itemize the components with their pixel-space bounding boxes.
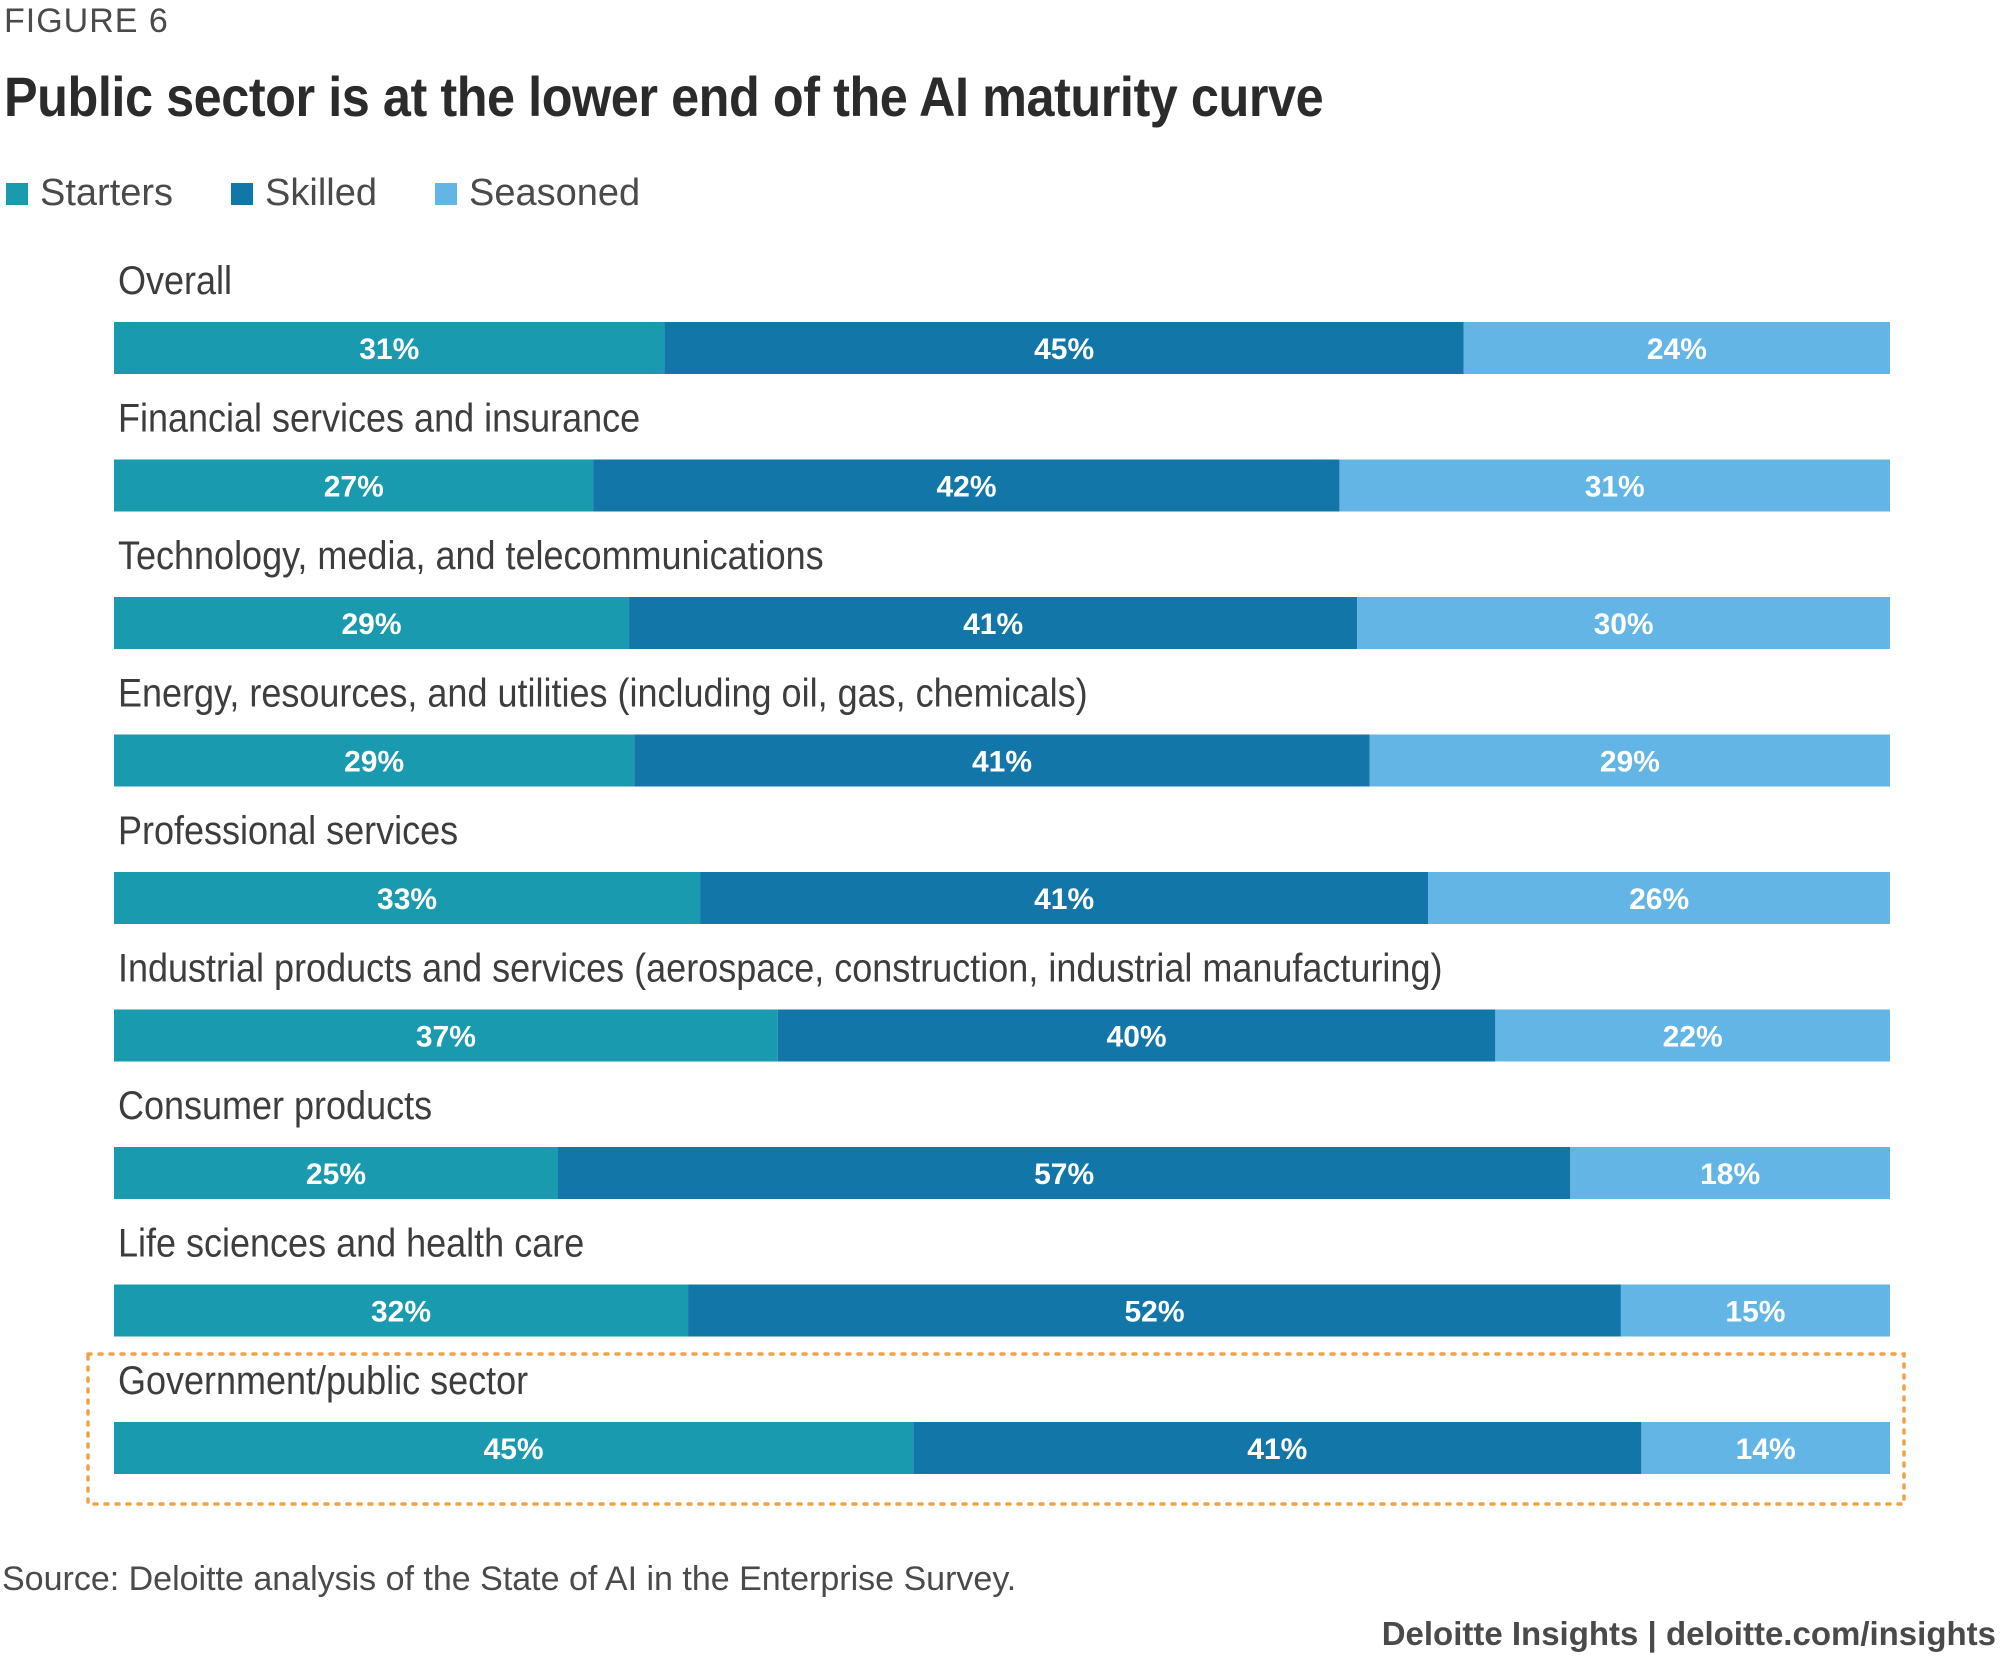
bar-segment-seasoned: [1495, 1009, 1890, 1062]
bar-segment-starters: [114, 459, 594, 512]
legend: Starters Skilled Seasoned: [6, 172, 698, 215]
bar-row-professional-services: Professional services 33% 41% 26%: [114, 809, 1890, 924]
bar-segment-starters: [114, 597, 630, 649]
data-label-skilled: 42%: [936, 471, 996, 504]
bar-segment-starters: [114, 1284, 689, 1337]
bar-segment-starters: [114, 1422, 914, 1474]
data-label-skilled: 41%: [1034, 883, 1094, 916]
legend-swatch-skilled: [231, 182, 254, 205]
bar-segment-seasoned: [1641, 1422, 1890, 1474]
bar-segment-seasoned: [1357, 597, 1890, 649]
legend-label-skilled: Skilled: [265, 172, 377, 214]
bar-row-technology-media-and-telecommunications: Technology, media, and telecommunication…: [114, 534, 1890, 649]
data-label-starters: 29%: [344, 746, 404, 779]
data-label-seasoned: 30%: [1594, 608, 1654, 641]
data-label-seasoned: 15%: [1725, 1296, 1785, 1329]
data-label-skilled: 41%: [1247, 1433, 1307, 1466]
bar-segment-seasoned: [1463, 322, 1890, 374]
data-label-skilled: 41%: [972, 746, 1032, 779]
category-label: Consumer products: [118, 1084, 432, 1128]
category-label: Financial services and insurance: [118, 397, 640, 441]
data-label-starters: 33%: [377, 883, 437, 916]
figure-label: FIGURE 6: [4, 2, 169, 40]
data-label-skilled: 40%: [1107, 1021, 1167, 1054]
bar-segment-starters: [114, 734, 635, 787]
category-label: Industrial products and services (aerosp…: [118, 947, 1442, 991]
bar-row-energy-resources-and-utilities-including-oil-gas-chemicals: Energy, resources, and utilities (includ…: [114, 672, 1890, 787]
category-label: Government/public sector: [118, 1359, 528, 1403]
bar-segment-skilled: [688, 1284, 1621, 1337]
bar-segment-skilled: [629, 597, 1358, 649]
data-label-seasoned: 24%: [1647, 333, 1707, 366]
bar-row-life-sciences-and-health-care: Life sciences and health care 32% 52% 15%: [114, 1222, 1890, 1337]
bar-segment-starters: [114, 1009, 778, 1062]
legend-item-starters: Starters: [6, 172, 173, 215]
bar-segment-skilled: [777, 1009, 1496, 1062]
legend-label-starters: Starters: [40, 172, 174, 214]
legend-swatch-starters: [6, 182, 28, 205]
bar-segment-starters: [114, 1147, 558, 1199]
highlight-box: [86, 1352, 1906, 1506]
bar-row-overall: Overall 31% 45% 24%: [114, 259, 1890, 374]
bar-row-financial-services-and-insurance: Financial services and insurance 27% 42% 31…: [114, 397, 1890, 512]
data-label-seasoned: 26%: [1629, 883, 1689, 916]
legend-item-skilled: Skilled: [231, 172, 377, 215]
category-label: Professional services: [118, 809, 458, 853]
category-label: Energy, resources, and utilities (includ…: [118, 672, 1088, 716]
bar-segment-starters: [114, 322, 665, 374]
data-label-starters: 27%: [324, 471, 384, 504]
data-label-skilled: 57%: [1034, 1158, 1094, 1191]
bar-row-consumer-products: Consumer products 25% 57% 18%: [114, 1084, 1890, 1199]
credit-line: Deloitte Insights | deloitte.com/insight…: [1381, 1615, 1996, 1652]
data-label-seasoned: 22%: [1663, 1021, 1723, 1054]
bar-segment-skilled: [593, 459, 1340, 512]
data-label-starters: 37%: [416, 1021, 476, 1054]
bar-row-industrial-products-and-services-aerospace-construction-industrial-manufacturing: Industrial products and services (aerosp…: [114, 947, 1890, 1062]
bar-row-government-public-sector: Government/public sector 45% 41% 14%: [114, 1359, 1890, 1474]
bar-segment-skilled: [664, 322, 1464, 374]
bar-segment-seasoned: [1369, 734, 1890, 787]
data-label-starters: 31%: [359, 333, 419, 366]
data-label-seasoned: 14%: [1736, 1433, 1796, 1466]
data-label-starters: 45%: [484, 1433, 544, 1466]
category-label: Technology, media, and telecommunication…: [118, 534, 824, 578]
data-label-skilled: 52%: [1124, 1296, 1184, 1329]
bar-segment-seasoned: [1428, 872, 1890, 924]
bar-segment-starters: [114, 872, 701, 924]
chart-title: Public sector is at the lower end of the…: [4, 65, 1324, 128]
category-label: Life sciences and health care: [118, 1222, 584, 1266]
legend-swatch-seasoned: [435, 182, 457, 205]
bar-segment-skilled: [700, 872, 1429, 924]
bar-segment-seasoned: [1339, 459, 1890, 512]
data-label-seasoned: 18%: [1700, 1158, 1760, 1191]
legend-item-seasoned: Seasoned: [435, 172, 640, 215]
bar-segment-seasoned: [1570, 1147, 1890, 1199]
bar-segment-seasoned: [1620, 1284, 1890, 1337]
bar-segment-skilled: [558, 1147, 1571, 1199]
data-label-skilled: 45%: [1034, 333, 1094, 366]
data-label-seasoned: 31%: [1585, 471, 1645, 504]
data-label-starters: 25%: [306, 1158, 366, 1191]
bar-segment-skilled: [913, 1422, 1642, 1474]
data-label-starters: 29%: [341, 608, 401, 641]
data-label-seasoned: 29%: [1600, 746, 1660, 779]
data-label-skilled: 41%: [963, 608, 1023, 641]
legend-label-seasoned: Seasoned: [469, 172, 641, 214]
source-note: Source: Deloitte analysis of the State o…: [2, 1560, 1017, 1598]
data-label-starters: 32%: [371, 1296, 431, 1329]
category-label: Overall: [118, 259, 232, 303]
bar-segment-skilled: [634, 734, 1370, 787]
